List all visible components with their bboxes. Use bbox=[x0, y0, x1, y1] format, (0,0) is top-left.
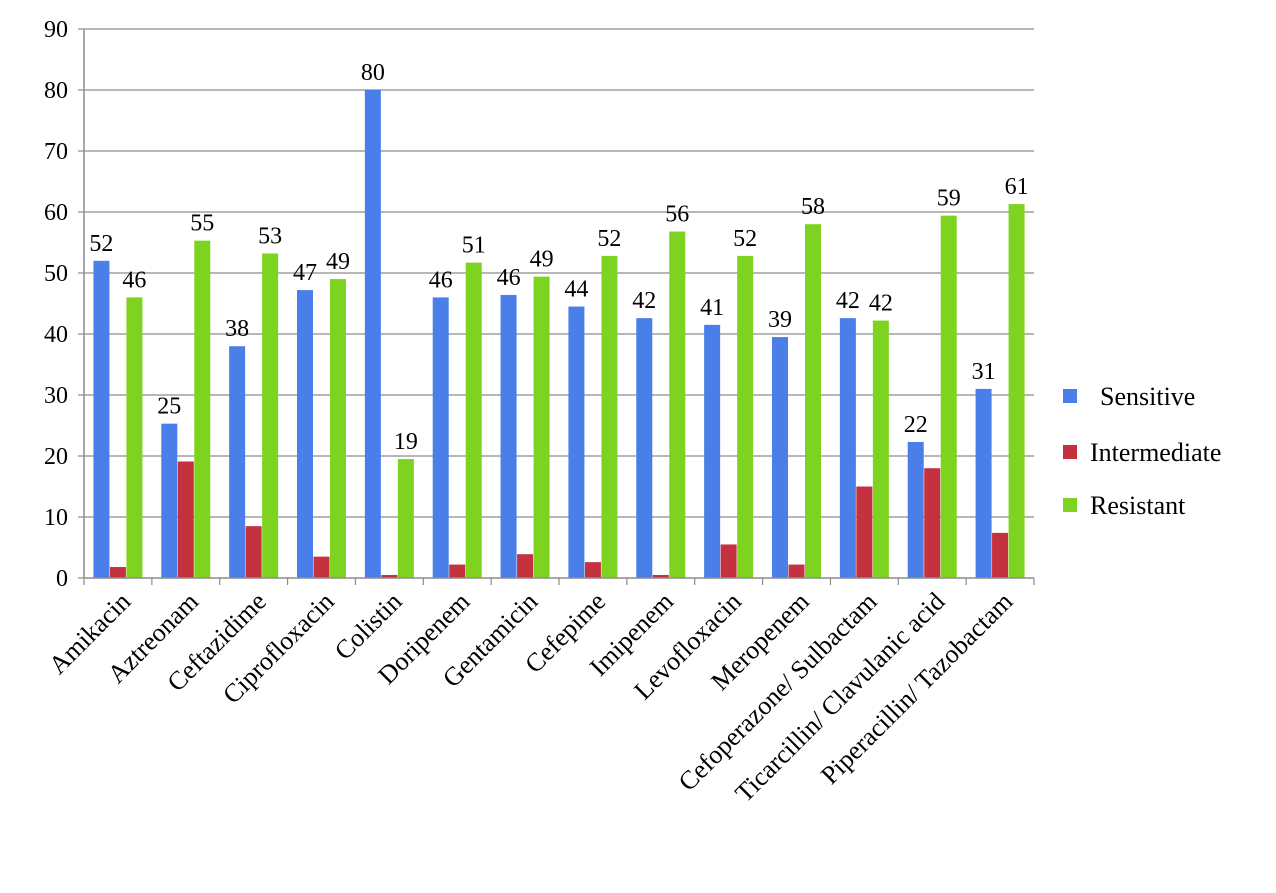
bar-intermediate bbox=[178, 461, 194, 578]
data-label: 39 bbox=[768, 307, 792, 333]
bar-intermediate bbox=[246, 526, 262, 578]
bar-intermediate bbox=[789, 565, 805, 578]
data-label: 25 bbox=[157, 394, 181, 420]
bar-resistant bbox=[194, 241, 210, 578]
legend-label: Sensitive bbox=[1100, 382, 1195, 411]
bar-sensitive bbox=[365, 90, 381, 578]
bar-sensitive bbox=[772, 337, 788, 578]
data-label: 31 bbox=[972, 359, 996, 385]
legend-label: Intermediate bbox=[1090, 438, 1221, 467]
bar-resistant bbox=[1009, 204, 1025, 578]
bar-resistant bbox=[601, 256, 617, 578]
bar-sensitive bbox=[908, 442, 924, 578]
data-label: 47 bbox=[293, 260, 317, 286]
bar-sensitive bbox=[161, 424, 177, 578]
legend-swatch bbox=[1063, 498, 1077, 512]
bar-sensitive bbox=[229, 346, 245, 578]
legend: Sensitive Intermediate Resistant bbox=[1063, 382, 1221, 520]
bar-intermediate bbox=[314, 557, 330, 578]
legend-swatch bbox=[1063, 389, 1077, 403]
data-label: 42 bbox=[869, 291, 893, 317]
bar-resistant bbox=[941, 216, 957, 578]
bar-sensitive bbox=[840, 318, 856, 578]
y-tick-label: 90 bbox=[44, 17, 68, 43]
y-tick-label: 0 bbox=[56, 566, 68, 592]
y-tick-label: 50 bbox=[44, 261, 68, 287]
data-label: 19 bbox=[394, 429, 418, 455]
data-label: 49 bbox=[326, 249, 350, 275]
bar-intermediate bbox=[992, 533, 1008, 578]
y-tick-label: 70 bbox=[44, 139, 68, 165]
data-label: 42 bbox=[632, 288, 656, 314]
bar-sensitive bbox=[636, 318, 652, 578]
bar-intermediate bbox=[585, 562, 601, 578]
bar-intermediate bbox=[110, 567, 126, 578]
data-label: 41 bbox=[700, 295, 724, 321]
bar-sensitive bbox=[297, 290, 313, 578]
data-label: 52 bbox=[597, 226, 621, 252]
bar-resistant bbox=[330, 279, 346, 578]
y-tick-label: 40 bbox=[44, 322, 68, 348]
data-label: 46 bbox=[429, 267, 453, 293]
bar-sensitive bbox=[433, 297, 449, 578]
bar-intermediate bbox=[449, 565, 465, 578]
bar-resistant bbox=[669, 232, 685, 578]
bar-resistant bbox=[126, 297, 142, 578]
bar-intermediate bbox=[721, 544, 737, 578]
y-tick-label: 20 bbox=[44, 444, 68, 470]
bar-sensitive bbox=[501, 295, 517, 578]
data-label: 58 bbox=[801, 194, 825, 220]
bar-resistant bbox=[873, 321, 889, 578]
gridlines bbox=[84, 29, 1034, 517]
data-label: 80 bbox=[361, 60, 385, 86]
bar-intermediate bbox=[517, 554, 533, 578]
data-label: 51 bbox=[462, 233, 486, 259]
data-label: 56 bbox=[665, 202, 689, 228]
y-tick-label: 60 bbox=[44, 200, 68, 226]
bar-sensitive bbox=[976, 389, 992, 578]
bar-resistant bbox=[466, 263, 482, 578]
y-tick-label: 10 bbox=[44, 505, 68, 531]
bar-resistant bbox=[805, 224, 821, 578]
data-label: 52 bbox=[89, 231, 113, 257]
bar-resistant bbox=[262, 253, 278, 578]
category-labels: AmikacinAztreonamCeftazidimeCiprofloxaci… bbox=[43, 587, 1018, 808]
y-axis-ticks: 0 10 20 30 40 50 60 70 80 90 bbox=[44, 17, 84, 592]
data-label: 59 bbox=[937, 186, 961, 212]
legend-swatch bbox=[1063, 445, 1077, 459]
data-label: 53 bbox=[258, 223, 282, 249]
data-label: 52 bbox=[733, 226, 757, 252]
bar-sensitive bbox=[704, 325, 720, 578]
bar-resistant bbox=[398, 459, 414, 578]
bar-sensitive bbox=[568, 307, 584, 578]
bar-resistant bbox=[534, 277, 550, 578]
data-label: 49 bbox=[530, 247, 554, 273]
data-label: 42 bbox=[836, 288, 860, 314]
data-label: 55 bbox=[190, 211, 214, 237]
data-label: 46 bbox=[497, 265, 521, 291]
data-label: 38 bbox=[225, 316, 249, 342]
data-label: 44 bbox=[564, 277, 588, 303]
data-label: 46 bbox=[122, 267, 146, 293]
y-tick-label: 80 bbox=[44, 78, 68, 104]
bar-sensitive bbox=[93, 261, 109, 578]
data-label: 61 bbox=[1005, 174, 1029, 200]
bar-intermediate bbox=[856, 487, 872, 579]
bar-resistant bbox=[737, 256, 753, 578]
legend-label: Resistant bbox=[1090, 491, 1186, 520]
y-tick-label: 30 bbox=[44, 383, 68, 409]
data-label: 22 bbox=[904, 412, 928, 438]
bar-intermediate bbox=[924, 468, 940, 578]
